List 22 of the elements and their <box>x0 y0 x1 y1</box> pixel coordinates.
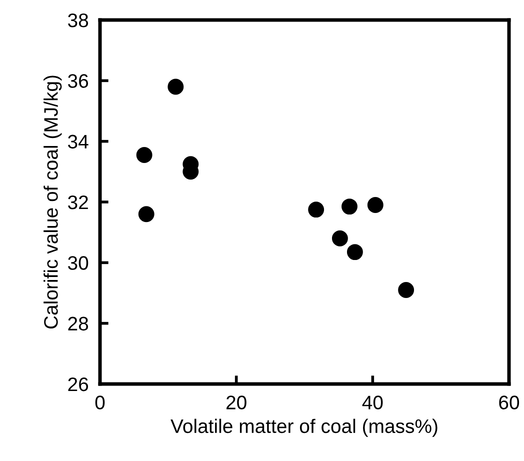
point <box>332 230 348 246</box>
point <box>346 244 363 260</box>
x-tick-label: 20 <box>226 396 246 410</box>
point <box>136 147 152 163</box>
y-tick-label: 26 <box>68 377 88 392</box>
point <box>367 197 384 214</box>
y-tick-label: 28 <box>68 316 88 331</box>
point <box>168 78 184 95</box>
y-tick-label: 36 <box>68 74 88 88</box>
x-tick-label: 40 <box>362 396 383 410</box>
y-axis-title: Calorific value of coal (MJ/kg) <box>44 76 62 329</box>
y-tick-label: 32 <box>68 195 88 210</box>
point <box>138 206 154 222</box>
y-tick-label: 34 <box>68 134 88 149</box>
point <box>308 202 324 218</box>
point <box>398 282 414 298</box>
x-axis-title: Volatile matter of coal (mass%) <box>170 418 438 437</box>
point <box>342 198 358 215</box>
x-tick-label: 0 <box>95 396 105 410</box>
x-tick-label: 60 <box>499 396 520 410</box>
y-tick-label: 30 <box>68 256 88 270</box>
y-tick-label: 38 <box>68 13 88 28</box>
